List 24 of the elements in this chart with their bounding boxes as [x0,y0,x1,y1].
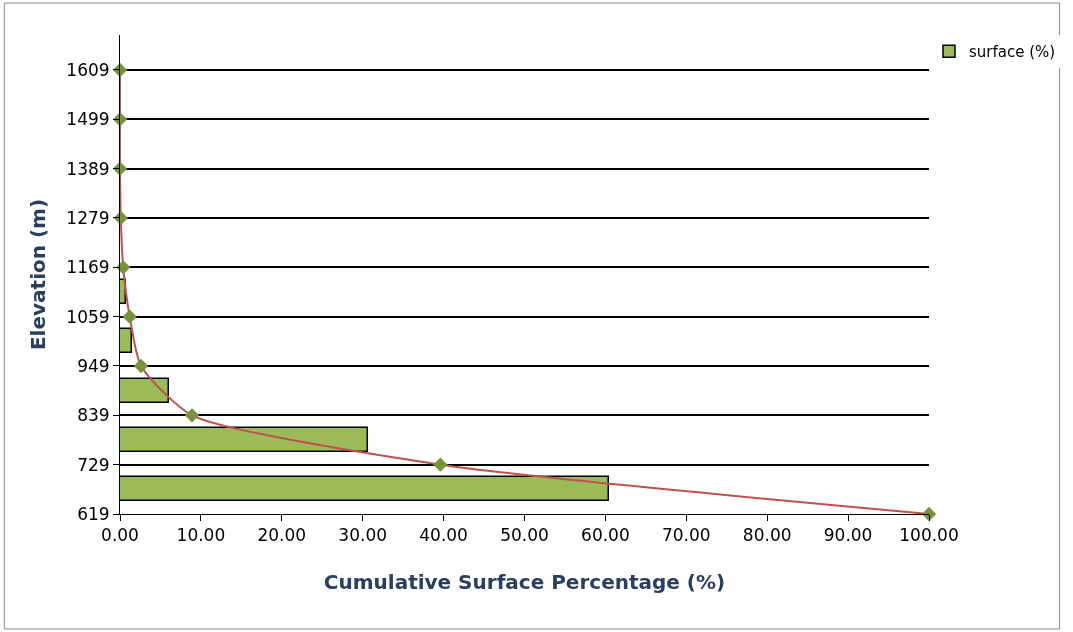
x-tick-label: 70.00 [661,525,711,546]
legend-label: surface (%) [969,43,1056,62]
y-tick-label: 1169 [66,257,110,278]
x-tick-label: 60.00 [581,525,630,546]
y-tick-label: 619 [77,503,110,524]
y-tick-label: 729 [77,454,110,475]
x-axis-title: Cumulative Surface Percentage (%) [323,569,726,594]
x-tick-label: 50.00 [500,525,549,546]
x-tick-label: 10.00 [176,525,226,546]
x-tick-label: 40.00 [419,525,468,546]
y-tick-label: 1499 [66,109,110,130]
y-tick-label: 1279 [66,207,110,228]
x-tick-label: 80.00 [742,525,792,546]
x-tick-label: 0.00 [101,525,139,546]
y-tick-label: 1059 [66,306,110,327]
x-tick-label: 30.00 [338,525,388,546]
y-tick-label: 839 [77,405,110,426]
x-tick-label: 90.00 [823,525,873,546]
y-tick-label: 949 [77,355,110,376]
y-tick-label: 1389 [66,158,110,179]
y-axis-title: Elevation (m) [25,198,50,351]
x-tick-label: 100.00 [899,525,959,546]
y-tick-label: 1609 [66,59,110,80]
x-tick-label: 20.00 [257,525,307,546]
